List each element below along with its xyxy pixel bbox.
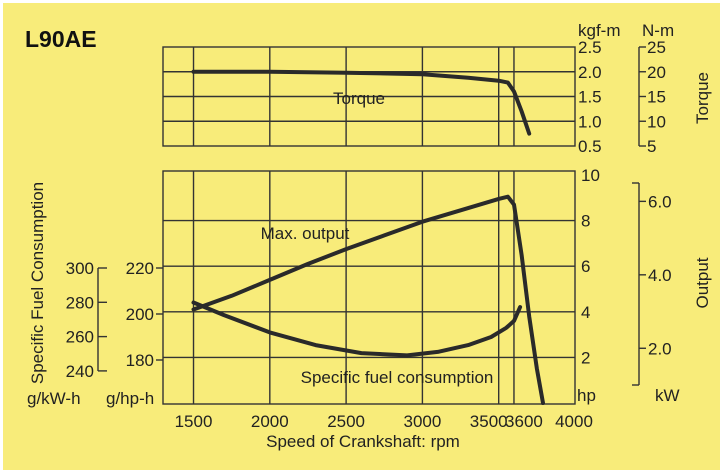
gkwh-axis: 300 280 260 240	[66, 259, 107, 381]
x-tick-3000: 3000	[403, 412, 441, 431]
torque-kgfm-tick: 0.5	[578, 137, 602, 156]
torque-kgfm-tick: 2.0	[578, 63, 602, 82]
kw-tick: 4.0	[648, 266, 672, 285]
x-tick-2500: 2500	[327, 412, 365, 431]
hp-tick: 10	[581, 166, 600, 185]
gkwh-tick: 240	[66, 362, 94, 381]
hp-tick: 2	[581, 348, 590, 367]
torque-axis-label: Torque	[693, 72, 712, 124]
torque-curve-label: Torque	[333, 89, 385, 108]
output-gridlines	[163, 171, 575, 404]
max-output-curve	[191, 194, 545, 405]
x-tick-3500: 3500	[470, 412, 508, 431]
x-tick-3600: 3600	[505, 412, 543, 431]
chart-curves	[191, 69, 545, 405]
hp-ticks: 10 8 6 4 2	[581, 166, 600, 367]
ghph-unit: g/hp-h	[106, 389, 154, 408]
gkwh-tick: 260	[66, 328, 94, 347]
torque-nm-tick: 5	[647, 137, 656, 156]
sfc-curve	[191, 300, 523, 358]
ghph-axis: 220 200 180	[126, 259, 163, 370]
gkwh-tick: 300	[66, 259, 94, 278]
torque-curve	[191, 69, 532, 136]
output-axis-label: Output	[693, 257, 712, 308]
gkwh-unit: g/kW-h	[27, 389, 81, 408]
torque-nm-tick: 10	[647, 112, 666, 131]
torque-kgfm-ticks: 2.5 2.0 1.5 1.0 0.5	[578, 38, 602, 156]
torque-kgfm-tick: 1.5	[578, 88, 602, 107]
ghph-tick: 200	[126, 305, 154, 324]
torque-kgfm-tick: 1.0	[578, 112, 602, 131]
torque-unit-kgfm: kgf-m	[578, 21, 621, 40]
ghph-tick: 220	[126, 259, 154, 278]
torque-nm-tick: 25	[647, 38, 666, 57]
max-output-label: Max. output	[261, 224, 350, 243]
hp-tick: 6	[581, 257, 590, 276]
sfc-axis-label: Specific Fuel Consumption	[28, 182, 47, 384]
sfc-curve-label: Specific fuel consumption	[301, 368, 494, 387]
kw-tick: 6.0	[648, 192, 672, 211]
x-tick-1500: 1500	[175, 412, 213, 431]
kw-tick: 2.0	[648, 339, 672, 358]
output-plot-frame	[162, 170, 576, 405]
hp-tick: 8	[581, 212, 590, 231]
hp-tick: 4	[581, 303, 590, 322]
torque-nm-tick: 20	[647, 63, 666, 82]
x-tick-4000: 4000	[555, 412, 593, 431]
kw-axis: 6.0 4.0 2.0	[632, 182, 672, 386]
torque-nm-ticks: 25 20 15 10 5	[638, 38, 666, 156]
hp-unit: hp	[577, 386, 596, 405]
torque-unit-nm: N-m	[642, 21, 674, 40]
ghph-tick: 180	[126, 351, 154, 370]
x-tick-2000: 2000	[251, 412, 289, 431]
gkwh-tick: 280	[66, 293, 94, 312]
chart-title: L90AE	[25, 26, 97, 52]
torque-kgfm-tick: 2.5	[578, 38, 602, 57]
torque-nm-tick: 15	[647, 88, 666, 107]
kw-unit: kW	[655, 386, 680, 405]
x-axis-label: Speed of Crankshaft: rpm	[266, 432, 460, 451]
chart-canvas: L90AE kgf-m N-m 2.52.01.51.00.5 25201510…	[25, 21, 712, 451]
